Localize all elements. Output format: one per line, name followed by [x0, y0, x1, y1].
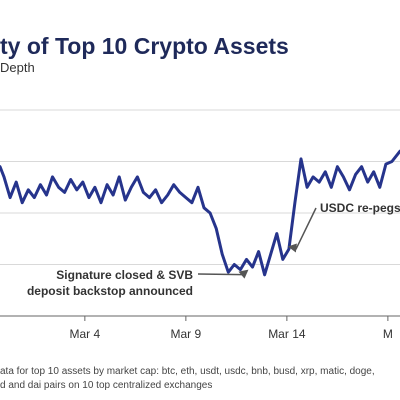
chart-title: ty of Top 10 Crypto Assets: [0, 33, 289, 59]
x-tick-label: M: [383, 327, 393, 341]
x-tick-label: Mar 9: [171, 327, 202, 341]
annotation-arrow-line: [295, 207, 317, 250]
series-line: [0, 149, 400, 277]
annotation-label: deposit backstop announced: [27, 284, 193, 298]
annotation-arrow-line: [197, 273, 243, 276]
annotation-label: Signature closed & SVB: [56, 268, 193, 282]
x-tick-label: Mar 4: [70, 327, 101, 341]
annotation-arrowhead: [238, 269, 249, 279]
annotation-label: USDC re-pegs: [320, 201, 400, 215]
annotation-arrowhead: [287, 243, 297, 253]
x-tick-label: Mar 14: [268, 327, 306, 341]
footnote-line-2: d and dai pairs on 10 top centralized ex…: [0, 380, 213, 391]
footnote-line-1: ata for top 10 assets by market cap: btc…: [0, 366, 375, 377]
chart-subtitle: Depth: [0, 60, 35, 75]
